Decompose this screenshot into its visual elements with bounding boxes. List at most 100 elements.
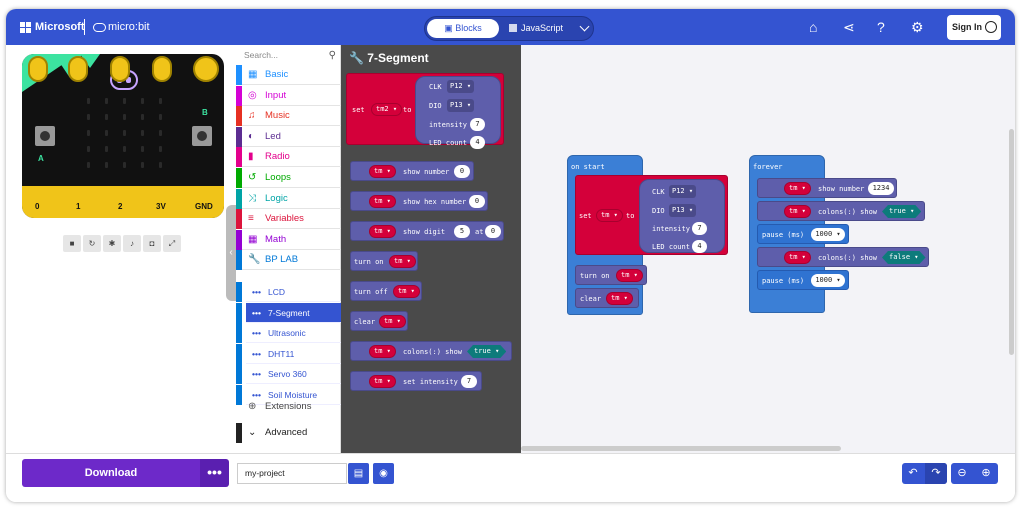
flyout-show-number-block[interactable]: tm ▾ show number 0 bbox=[350, 161, 474, 181]
toolbox-category[interactable]: ◎ Input bbox=[236, 85, 341, 106]
clk-pin-dropdown[interactable]: P12 ▾ bbox=[447, 80, 475, 93]
redo-icon[interactable]: ↷ bbox=[925, 463, 947, 484]
number-input[interactable]: 0 bbox=[469, 195, 485, 208]
toolbox-category[interactable]: ◐ Led bbox=[236, 126, 341, 147]
variable-dropdown[interactable]: tm ▾ bbox=[393, 285, 420, 298]
download-button[interactable]: Download bbox=[22, 459, 200, 487]
flyout-set-intensity-block[interactable]: tm ▾ set intensity 7 bbox=[350, 371, 482, 391]
project-name-input[interactable]: my-project bbox=[237, 463, 347, 484]
toolbox-category[interactable]: ♫ Music bbox=[236, 106, 341, 127]
stop-icon[interactable]: ■ bbox=[63, 235, 81, 252]
collapse-simulator-button[interactable]: ‹ bbox=[226, 205, 236, 301]
pin-3v[interactable] bbox=[152, 56, 172, 82]
toolbox-category[interactable]: ↺ Loops bbox=[236, 168, 341, 188]
toolbox-subcategory[interactable]: ••• LCD bbox=[236, 282, 341, 302]
tab-blocks[interactable]: ▣ Blocks bbox=[427, 19, 499, 38]
toolbox-subcategory[interactable]: ••• Ultrasonic bbox=[236, 323, 341, 344]
led-count-input[interactable]: 4 bbox=[470, 136, 485, 149]
flyout-turn-off-block[interactable]: turn off tm ▾ bbox=[350, 281, 422, 301]
zoom-out-icon[interactable]: ⊖ bbox=[957, 467, 967, 479]
toolbox-category[interactable]: 🔧 BP LAB bbox=[236, 250, 341, 271]
variable-dropdown[interactable]: tm ▾ bbox=[369, 195, 396, 208]
tm1637-create-block[interactable]: CLK P12 ▾ DIO P13 ▾ intensity 7 LED coun… bbox=[415, 76, 501, 149]
share-icon[interactable]: ⋖ bbox=[843, 19, 855, 35]
undo-icon[interactable]: ↶ bbox=[908, 467, 918, 479]
restart-icon[interactable]: ↻ bbox=[83, 235, 101, 252]
variable-dropdown[interactable]: tm ▾ bbox=[369, 375, 396, 388]
search-icon[interactable]: ⚲ bbox=[328, 50, 336, 61]
variable-dropdown[interactable]: tm ▾ bbox=[369, 345, 396, 358]
chevron-down-icon[interactable] bbox=[579, 21, 590, 32]
boolean-dropdown[interactable]: false ▾ bbox=[882, 251, 926, 264]
variable-dropdown[interactable]: tm2 ▾ bbox=[371, 103, 403, 116]
turn-on-block[interactable]: turn on tm ▾ bbox=[575, 265, 647, 285]
button-b[interactable] bbox=[192, 126, 212, 146]
debug-icon[interactable]: ✱ bbox=[103, 235, 121, 252]
intensity-input[interactable]: 7 bbox=[692, 222, 707, 235]
toolbox-subcategory[interactable]: ••• DHT11 bbox=[236, 343, 341, 364]
variable-dropdown[interactable]: tm ▾ bbox=[389, 255, 416, 268]
pin-1[interactable] bbox=[68, 56, 88, 82]
gear-icon[interactable]: ⚙ bbox=[911, 19, 924, 35]
led-count-input[interactable]: 4 bbox=[692, 240, 707, 253]
number-input[interactable]: 5 bbox=[454, 225, 470, 238]
set-tm-block[interactable]: set tm ▾ to CLK P12 ▾ DIO P13 ▾ intensit… bbox=[575, 175, 728, 255]
pin-gnd[interactable] bbox=[193, 56, 219, 82]
variable-dropdown[interactable]: tm ▾ bbox=[616, 269, 643, 282]
flyout-set-block[interactable]: set tm2 ▾ to CLK P12 ▾ DIO P13 ▾ intensi… bbox=[346, 73, 504, 149]
mute-icon[interactable]: ♪ bbox=[123, 235, 141, 252]
number-input[interactable]: 1234 bbox=[868, 182, 894, 195]
toolbox-category[interactable]: ≡ Variables bbox=[236, 209, 341, 230]
pin-0[interactable] bbox=[28, 56, 48, 82]
flyout-show-digit-block[interactable]: tm ▾ show digit 5 at 0 bbox=[350, 221, 504, 241]
toolbox-advanced[interactable]: ⌄ Advanced bbox=[236, 423, 341, 443]
microbit-board[interactable]: A B 0 1 2 3V GND bbox=[22, 54, 224, 218]
blocks-workspace[interactable]: on start set tm ▾ to CLK P12 ▾ DIO P13 ▾… bbox=[521, 45, 1015, 453]
tm1637-create-block[interactable]: CLK P12 ▾ DIO P13 ▾ intensity 7 LED coun… bbox=[639, 179, 725, 253]
toolbox-subcategory[interactable]: ••• Soil Moisture bbox=[236, 385, 341, 405]
toolbox-subcategory[interactable]: ••• 7-Segment bbox=[236, 302, 341, 323]
tab-javascript[interactable]: JavaScript bbox=[509, 19, 579, 38]
flyout-colons-block[interactable]: tm ▾ colons(:) show true ▾ bbox=[350, 341, 512, 361]
help-icon[interactable]: ? bbox=[877, 19, 885, 35]
horizontal-scrollbar[interactable] bbox=[521, 446, 841, 451]
clear-block[interactable]: clear tm ▾ bbox=[575, 288, 639, 308]
save-icon[interactable]: ▤ bbox=[348, 463, 369, 484]
dio-pin-dropdown[interactable]: P13 ▾ bbox=[669, 204, 697, 217]
number-input[interactable]: 1000 ▾ bbox=[811, 228, 845, 241]
zoom-in-icon[interactable]: ⊕ bbox=[981, 467, 991, 479]
number-input[interactable]: 1000 ▾ bbox=[811, 274, 845, 287]
dio-pin-dropdown[interactable]: P13 ▾ bbox=[447, 99, 475, 112]
colons-false-block[interactable]: tm ▾ colons(:) show false ▾ bbox=[757, 247, 929, 267]
home-icon[interactable]: ⌂ bbox=[809, 19, 818, 35]
pin-2[interactable] bbox=[110, 56, 130, 82]
toolbox-extensions[interactable]: ⊕ Extensions bbox=[236, 397, 341, 417]
toolbox-category[interactable]: ▮ Radio bbox=[236, 147, 341, 168]
vertical-scrollbar[interactable] bbox=[1009, 129, 1014, 355]
number-input[interactable]: 7 bbox=[461, 375, 477, 388]
flyout-turn-on-block[interactable]: turn on tm ▾ bbox=[350, 251, 418, 271]
screenshot-icon[interactable]: ◘ bbox=[143, 235, 161, 252]
show-number-block[interactable]: tm ▾ show number 1234 bbox=[757, 178, 897, 198]
boolean-dropdown[interactable]: true ▾ bbox=[882, 205, 921, 218]
number-input[interactable]: 0 bbox=[485, 225, 501, 238]
intensity-input[interactable]: 7 bbox=[470, 118, 485, 131]
variable-dropdown[interactable]: tm ▾ bbox=[596, 209, 623, 222]
clk-pin-dropdown[interactable]: P12 ▾ bbox=[669, 185, 697, 198]
github-icon[interactable]: ◉ bbox=[373, 463, 394, 484]
variable-dropdown[interactable]: tm ▾ bbox=[379, 315, 406, 328]
product-name[interactable]: micro:bit bbox=[108, 21, 150, 33]
variable-dropdown[interactable]: tm ▾ bbox=[369, 225, 396, 238]
fullscreen-icon[interactable]: ⤢ bbox=[163, 235, 181, 252]
sign-in-button[interactable]: Sign In bbox=[947, 15, 1001, 40]
number-input[interactable]: 0 bbox=[454, 165, 470, 178]
toolbox-category[interactable]: ▦ Basic bbox=[236, 65, 341, 85]
variable-dropdown[interactable]: tm ▾ bbox=[369, 165, 396, 178]
toolbox-category[interactable]: ▦ Math bbox=[236, 229, 341, 250]
variable-dropdown[interactable]: tm ▾ bbox=[784, 251, 811, 264]
boolean-dropdown[interactable]: true ▾ bbox=[467, 345, 506, 358]
flyout-show-hex-block[interactable]: tm ▾ show hex number 0 bbox=[350, 191, 488, 211]
toolbox-subcategory[interactable]: ••• Servo 360 bbox=[236, 364, 341, 385]
variable-dropdown[interactable]: tm ▾ bbox=[784, 205, 811, 218]
search-input[interactable]: Search... ⚲ bbox=[244, 50, 336, 61]
